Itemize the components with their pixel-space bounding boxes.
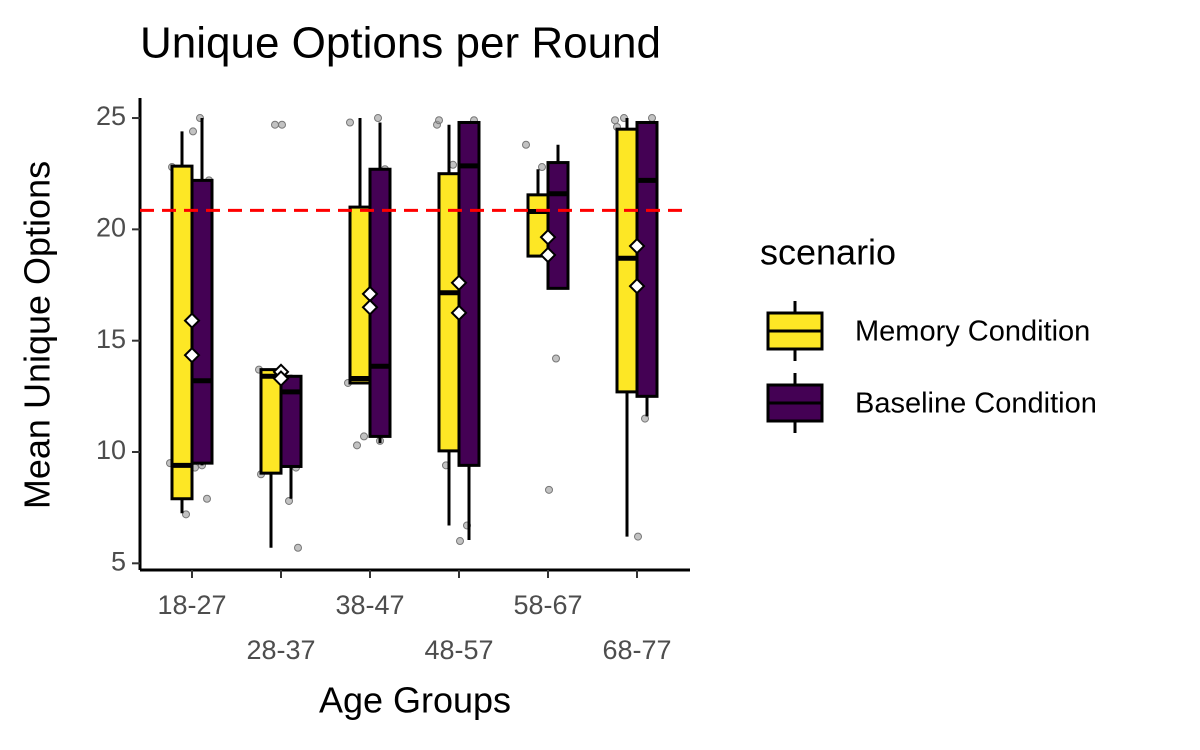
legend-label: Memory Condition xyxy=(855,316,1090,348)
y-tick-label: 20 xyxy=(96,212,126,242)
data-point xyxy=(456,537,464,546)
legend-title: scenario xyxy=(760,232,896,273)
data-point xyxy=(182,510,190,519)
mean-marker xyxy=(183,346,201,364)
mean-marker xyxy=(183,312,201,330)
mean-marker xyxy=(628,277,646,295)
data-point xyxy=(278,120,286,129)
data-point xyxy=(611,116,619,125)
mean-marker xyxy=(628,237,646,255)
mean-marker xyxy=(539,228,557,246)
mean-marker xyxy=(272,370,290,387)
data-point xyxy=(552,354,560,363)
legend-label: Baseline Condition xyxy=(855,388,1097,420)
data-point xyxy=(435,116,443,125)
y-tick-label: 25 xyxy=(96,101,126,131)
mean-marker xyxy=(450,274,468,292)
data-point xyxy=(641,414,649,423)
chart-title: Unique Options per Round xyxy=(140,19,661,68)
mean-marker xyxy=(361,298,379,316)
data-point xyxy=(353,441,361,450)
data-point xyxy=(294,543,302,552)
box xyxy=(526,193,550,258)
data-point xyxy=(648,114,656,123)
x-axis-title: Age Groups xyxy=(319,680,511,721)
x-tick-label: 28-37 xyxy=(246,635,315,665)
x-tick-label: 38-47 xyxy=(335,590,404,620)
y-tick-label: 5 xyxy=(111,546,126,576)
data-point xyxy=(189,127,197,136)
box xyxy=(170,164,194,501)
data-point xyxy=(374,114,382,123)
data-point xyxy=(271,120,279,129)
x-tick-label: 58-67 xyxy=(513,590,582,620)
box xyxy=(457,120,481,467)
box xyxy=(546,161,570,290)
mean-marker xyxy=(539,246,557,264)
box xyxy=(279,374,303,468)
data-point xyxy=(285,496,293,505)
data-point xyxy=(545,485,553,494)
x-tick-label: 18-27 xyxy=(157,590,226,620)
y-tick-label: 10 xyxy=(96,435,126,465)
data-point xyxy=(203,494,211,503)
box xyxy=(259,368,283,475)
y-tick-label: 15 xyxy=(96,324,126,354)
y-axis-title: Mean Unique Options xyxy=(17,161,58,509)
x-tick-label: 68-77 xyxy=(602,635,671,665)
data-point xyxy=(522,140,530,149)
data-point xyxy=(360,432,368,441)
mean-marker xyxy=(450,304,468,322)
data-point xyxy=(538,163,546,172)
data-point xyxy=(449,160,457,169)
box xyxy=(635,120,659,398)
x-tick-label: 48-57 xyxy=(424,635,493,665)
data-point xyxy=(346,118,354,127)
data-point xyxy=(634,532,642,541)
